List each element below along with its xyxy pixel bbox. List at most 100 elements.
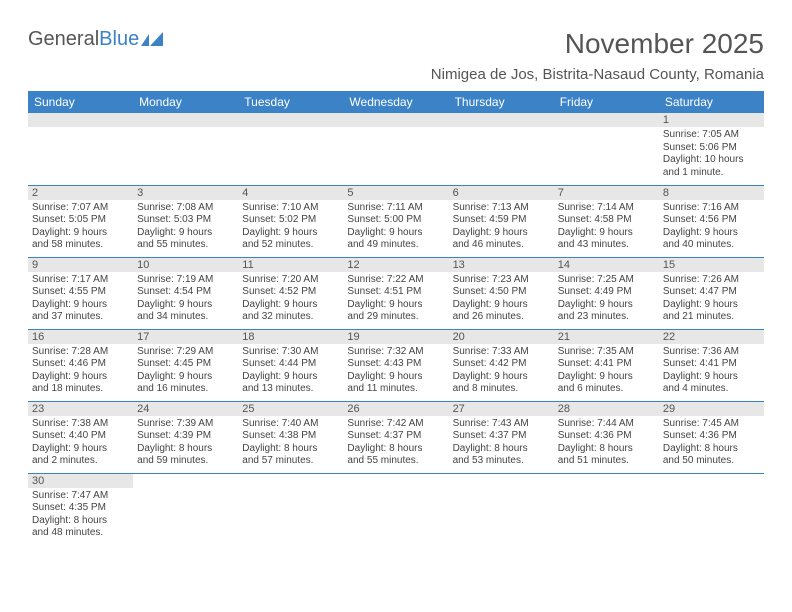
daylight-line: and 26 minutes. — [453, 311, 550, 324]
day-header: Sunday — [28, 91, 133, 113]
sunrise-line: Sunrise: 7:17 AM — [32, 274, 129, 287]
sunset-line: Sunset: 4:41 PM — [663, 358, 760, 371]
title-block: November 2025 Nimigea de Jos, Bistrita-N… — [431, 28, 764, 83]
day-number: 16 — [28, 330, 133, 344]
day-number: 5 — [343, 186, 448, 200]
daylight-line: and 21 minutes. — [663, 311, 760, 324]
calendar-day: 3Sunrise: 7:08 AMSunset: 5:03 PMDaylight… — [133, 185, 238, 257]
calendar-day: 29Sunrise: 7:45 AMSunset: 4:36 PMDayligh… — [659, 401, 764, 473]
daylight-line: Daylight: 9 hours — [347, 299, 444, 312]
sunrise-line: Sunrise: 7:35 AM — [558, 346, 655, 359]
daylight-line: Daylight: 9 hours — [242, 371, 339, 384]
calendar-week: 1Sunrise: 7:05 AMSunset: 5:06 PMDaylight… — [28, 113, 764, 185]
daylight-line: Daylight: 8 hours — [32, 515, 129, 528]
day-header: Monday — [133, 91, 238, 113]
sunset-line: Sunset: 5:06 PM — [663, 142, 760, 155]
calendar-week: 30Sunrise: 7:47 AMSunset: 4:35 PMDayligh… — [28, 473, 764, 545]
daylight-line: and 46 minutes. — [453, 239, 550, 252]
calendar-day-empty — [343, 113, 448, 185]
daylight-line: Daylight: 9 hours — [558, 227, 655, 240]
day-number: 8 — [659, 186, 764, 200]
sunset-line: Sunset: 5:00 PM — [347, 214, 444, 227]
sunrise-line: Sunrise: 7:45 AM — [663, 418, 760, 431]
sunset-line: Sunset: 5:02 PM — [242, 214, 339, 227]
daylight-line: and 13 minutes. — [242, 383, 339, 396]
calendar-day-empty — [449, 473, 554, 545]
day-number: 24 — [133, 402, 238, 416]
day-number: 15 — [659, 258, 764, 272]
calendar-day: 28Sunrise: 7:44 AMSunset: 4:36 PMDayligh… — [554, 401, 659, 473]
sunrise-line: Sunrise: 7:19 AM — [137, 274, 234, 287]
day-number: 1 — [659, 113, 764, 127]
daylight-line: and 34 minutes. — [137, 311, 234, 324]
calendar-week: 16Sunrise: 7:28 AMSunset: 4:46 PMDayligh… — [28, 329, 764, 401]
sunrise-line: Sunrise: 7:40 AM — [242, 418, 339, 431]
sunrise-line: Sunrise: 7:43 AM — [453, 418, 550, 431]
daylight-line: Daylight: 9 hours — [32, 443, 129, 456]
calendar-day: 15Sunrise: 7:26 AMSunset: 4:47 PMDayligh… — [659, 257, 764, 329]
location: Nimigea de Jos, Bistrita-Nasaud County, … — [431, 66, 764, 83]
month-title: November 2025 — [431, 28, 764, 60]
daylight-line: and 23 minutes. — [558, 311, 655, 324]
day-header: Friday — [554, 91, 659, 113]
daylight-line: Daylight: 8 hours — [347, 443, 444, 456]
calendar-day: 1Sunrise: 7:05 AMSunset: 5:06 PMDaylight… — [659, 113, 764, 185]
calendar-day: 10Sunrise: 7:19 AMSunset: 4:54 PMDayligh… — [133, 257, 238, 329]
sunset-line: Sunset: 4:51 PM — [347, 286, 444, 299]
calendar-day: 6Sunrise: 7:13 AMSunset: 4:59 PMDaylight… — [449, 185, 554, 257]
day-number: 29 — [659, 402, 764, 416]
daylight-line: Daylight: 9 hours — [663, 227, 760, 240]
calendar-day: 25Sunrise: 7:40 AMSunset: 4:38 PMDayligh… — [238, 401, 343, 473]
sunset-line: Sunset: 4:35 PM — [32, 502, 129, 515]
calendar-week: 9 Sunrise: 7:17 AMSunset: 4:55 PM Daylight… — [28, 257, 764, 329]
calendar-day: 20Sunrise: 7:33 AMSunset: 4:42 PMDayligh… — [449, 329, 554, 401]
day-number: 2 — [28, 186, 133, 200]
sunrise-line: Sunrise: 7:23 AM — [453, 274, 550, 287]
sunset-line: Sunset: 4:49 PM — [558, 286, 655, 299]
sunset-line: Sunset: 4:55 PM — [32, 286, 129, 299]
calendar-day-empty — [659, 473, 764, 545]
calendar-day: 11Sunrise: 7:20 AMSunset: 4:52 PMDayligh… — [238, 257, 343, 329]
sunset-line: Sunset: 4:36 PM — [558, 430, 655, 443]
day-number: 7 — [554, 186, 659, 200]
sunrise-line: Sunrise: 7:07 AM — [32, 202, 129, 215]
sunset-line: Sunset: 4:37 PM — [453, 430, 550, 443]
sunset-line: Sunset: 4:41 PM — [558, 358, 655, 371]
sunrise-line: Sunrise: 7:38 AM — [32, 418, 129, 431]
daylight-line: and 55 minutes. — [347, 455, 444, 468]
sunset-line: Sunset: 4:39 PM — [137, 430, 234, 443]
sunrise-line: Sunrise: 7:30 AM — [242, 346, 339, 359]
daylight-line: Daylight: 8 hours — [558, 443, 655, 456]
header: GeneralBlue November 2025 Nimigea de Jos… — [28, 28, 764, 83]
day-number: 28 — [554, 402, 659, 416]
calendar-week: 23Sunrise: 7:38 AMSunset: 4:40 PMDayligh… — [28, 401, 764, 473]
sunrise-line: Sunrise: 7:33 AM — [453, 346, 550, 359]
logo-text-1: General — [28, 28, 99, 51]
sunset-line: Sunset: 4:50 PM — [453, 286, 550, 299]
day-number-blank — [133, 113, 238, 127]
daylight-line: Daylight: 9 hours — [558, 371, 655, 384]
daylight-line: Daylight: 8 hours — [137, 443, 234, 456]
calendar-day-empty — [28, 113, 133, 185]
day-number: 27 — [449, 402, 554, 416]
sunset-line: Sunset: 5:03 PM — [137, 214, 234, 227]
daylight-line: and 52 minutes. — [242, 239, 339, 252]
daylight-line: and 43 minutes. — [558, 239, 655, 252]
daylight-line: Daylight: 8 hours — [663, 443, 760, 456]
sunset-line: Sunset: 4:44 PM — [242, 358, 339, 371]
calendar-day: 26Sunrise: 7:42 AMSunset: 4:37 PMDayligh… — [343, 401, 448, 473]
daylight-line: and 1 minute. — [663, 167, 760, 180]
calendar-day-empty — [449, 113, 554, 185]
daylight-line: Daylight: 9 hours — [32, 371, 129, 384]
calendar-day-empty — [133, 113, 238, 185]
daylight-line: and 51 minutes. — [558, 455, 655, 468]
day-number: 9 — [28, 258, 133, 272]
day-number-blank — [449, 113, 554, 127]
day-number: 13 — [449, 258, 554, 272]
daylight-line: and 53 minutes. — [453, 455, 550, 468]
daylight-line: Daylight: 9 hours — [242, 299, 339, 312]
day-number: 4 — [238, 186, 343, 200]
calendar-day: 19Sunrise: 7:32 AMSunset: 4:43 PMDayligh… — [343, 329, 448, 401]
daylight-line: and 55 minutes. — [137, 239, 234, 252]
daylight-line: and 29 minutes. — [347, 311, 444, 324]
